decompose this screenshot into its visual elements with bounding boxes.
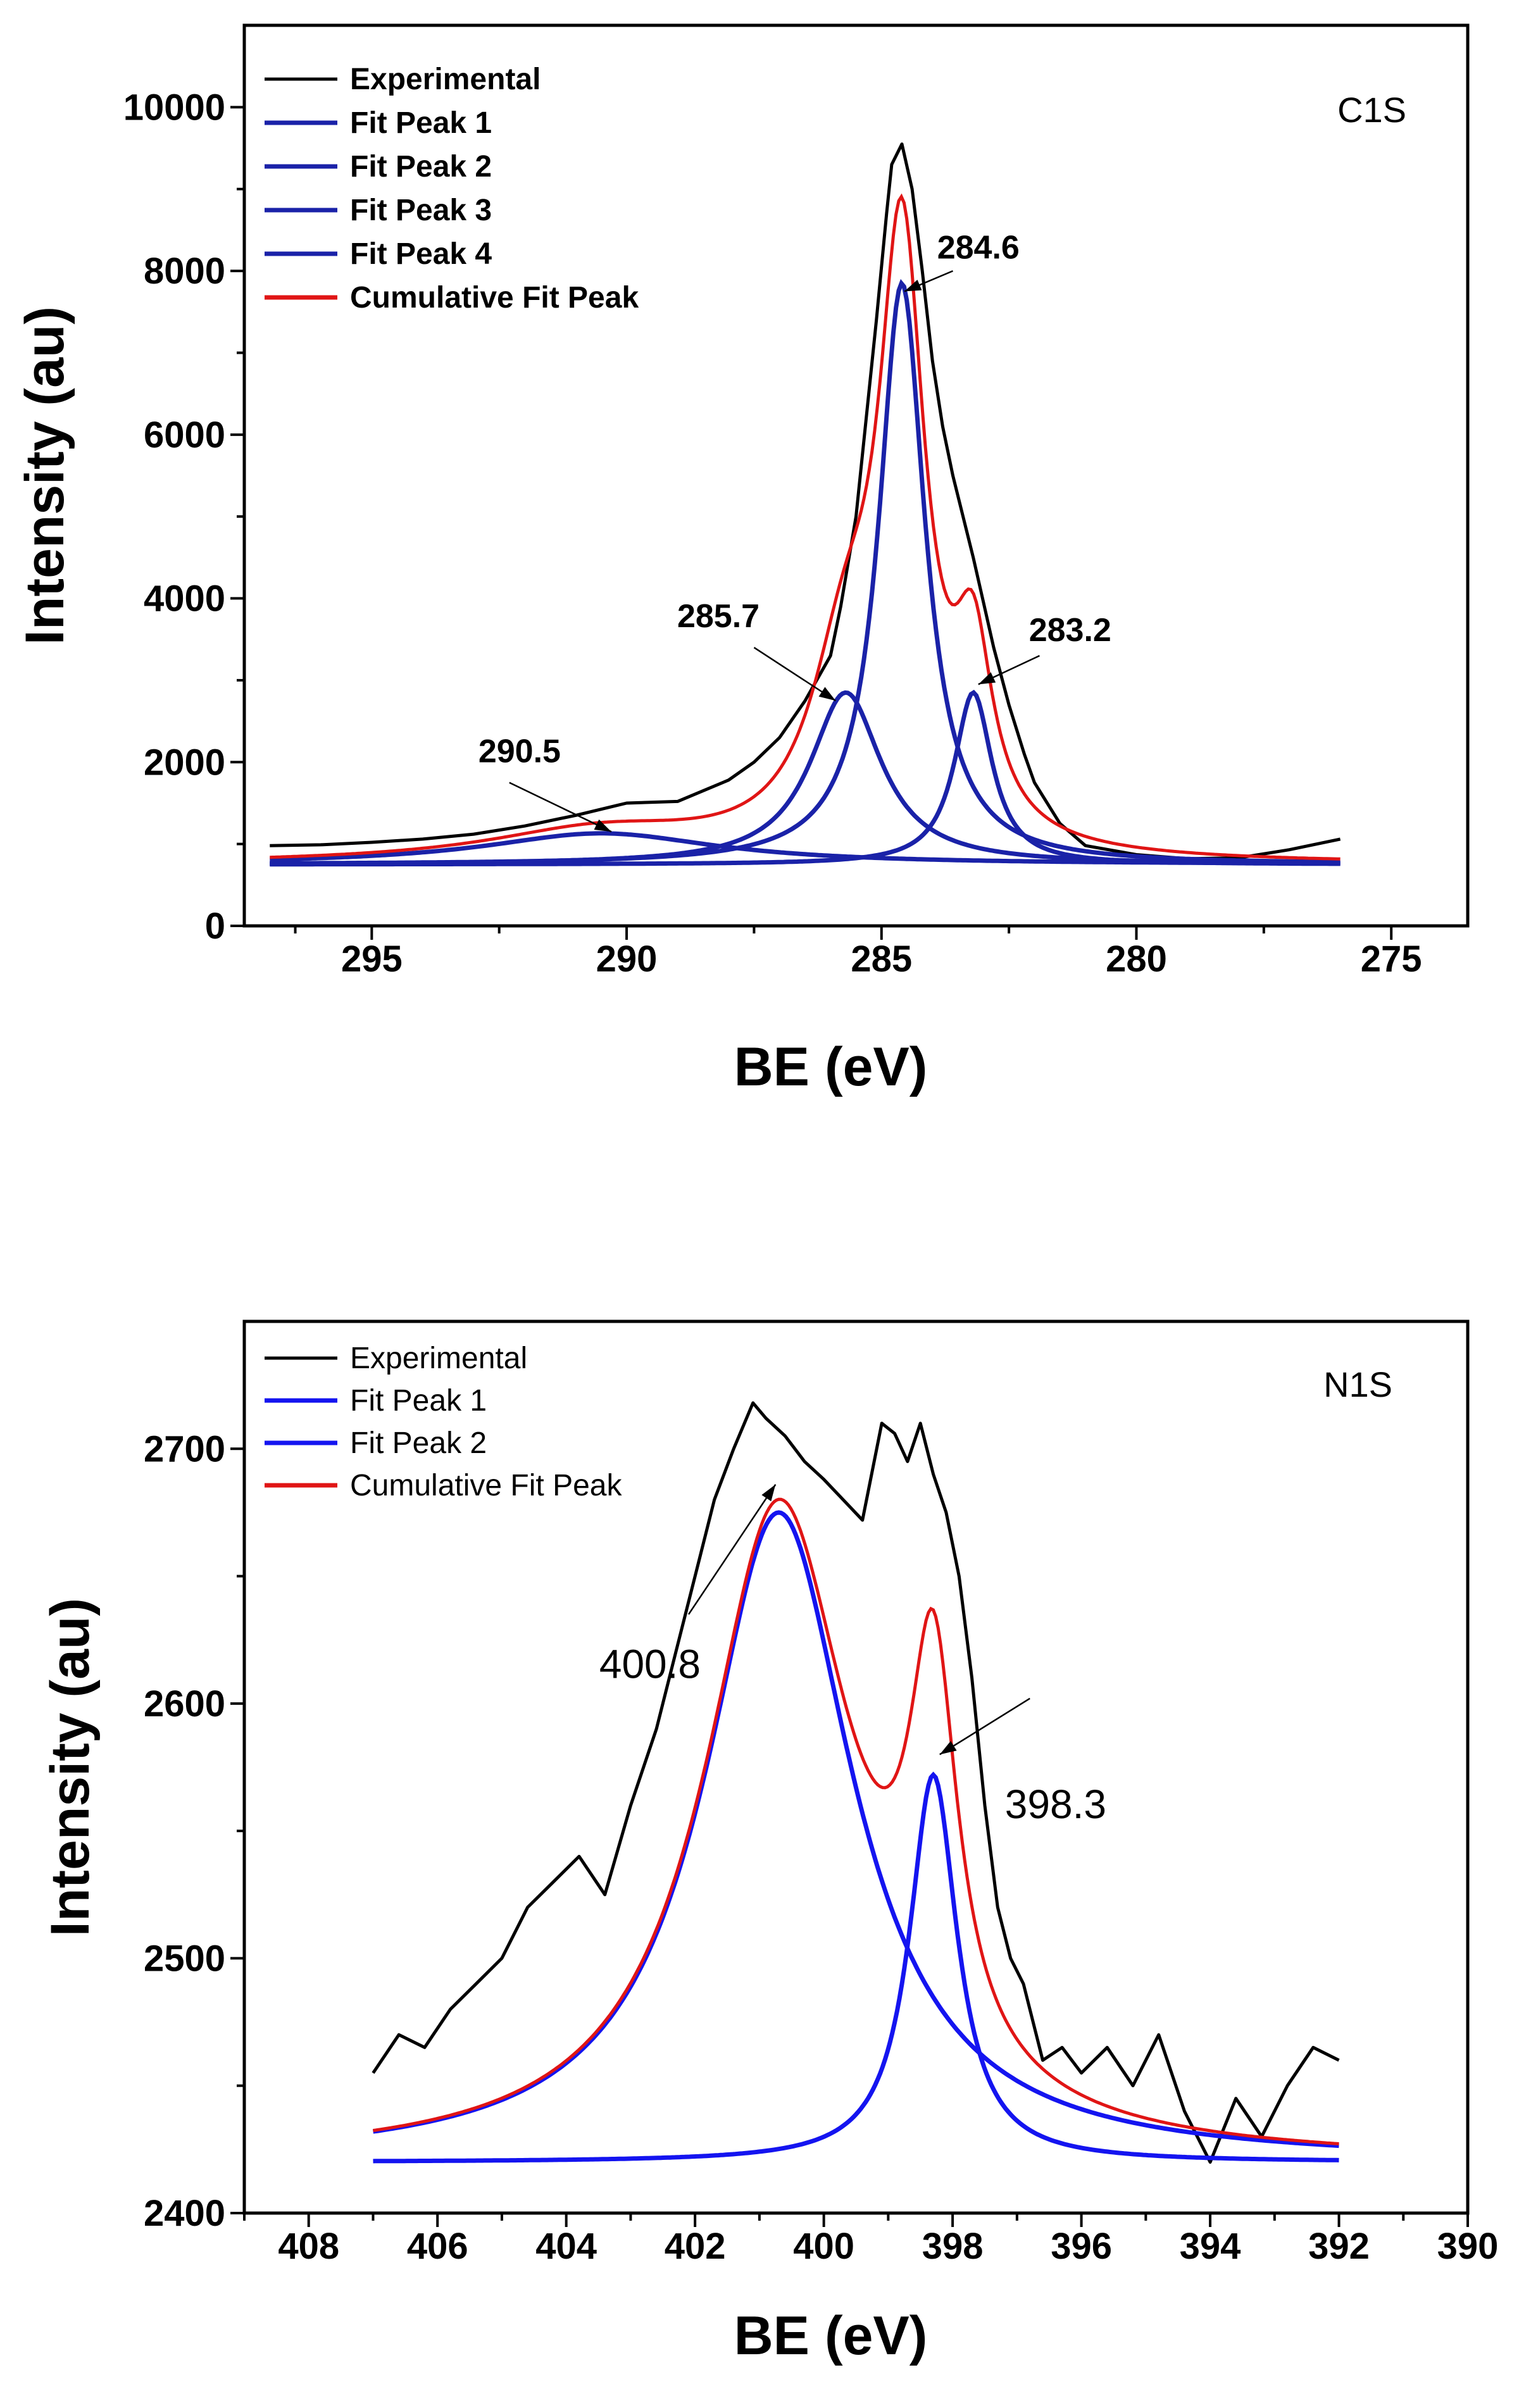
x-tick-label: 275 (1361, 939, 1422, 980)
peak-annotation-label: 284.6 (937, 230, 1020, 266)
annotation-arrow-line (509, 782, 612, 833)
y-axis-title: Intensity (au) (15, 306, 75, 645)
y-tick-label: 10000 (123, 87, 225, 128)
legend-label: Experimental (350, 1342, 527, 1375)
panel-label: N1S (1323, 1364, 1392, 1404)
x-tick-label: 400 (793, 2226, 854, 2267)
cumulative-fit-curve (373, 1497, 1339, 2145)
y-tick-label: 2000 (144, 742, 225, 783)
x-tick-label: 396 (1051, 2226, 1112, 2267)
peak-annotation-label: 285.7 (677, 598, 760, 635)
peak-annotation-label: 400.8 (599, 1642, 701, 1687)
fit-peak-4-curve (270, 689, 1341, 867)
legend-label: Fit Peak 2 (350, 1426, 487, 1460)
x-tick-label: 390 (1437, 2226, 1499, 2267)
cumulative-fit-curve (270, 193, 1341, 861)
peak-annotation-label: 398.3 (1005, 1781, 1106, 1827)
annotation-arrow-head (594, 819, 611, 832)
x-axis-title: BE (eV) (734, 1037, 928, 1097)
curves (270, 142, 1341, 867)
x-tick-label: 406 (407, 2226, 468, 2267)
y-tick-label: 2500 (144, 1938, 225, 1979)
annotation-arrow-head (761, 1484, 776, 1502)
experimental-curve (270, 142, 1341, 861)
y-tick-label: 2400 (144, 2193, 225, 2234)
y-axis-title: Intensity (au) (40, 1598, 101, 1937)
fit-peak-2-curve (373, 1771, 1339, 2164)
y-tick-label: 8000 (144, 251, 225, 292)
x-tick-label: 404 (535, 2226, 597, 2267)
fit-peak-1-curve (372, 1510, 1339, 2149)
legend-label: Fit Peak 1 (350, 106, 492, 140)
x-tick-label: 392 (1308, 2226, 1370, 2267)
y-tick-label: 2700 (144, 1428, 225, 1469)
plot-frame (242, 23, 1470, 928)
x-tick-label: 290 (596, 939, 658, 980)
legend-label: Cumulative Fit Peak (350, 1469, 622, 1502)
y-tick-label: 0 (205, 906, 225, 947)
plot-frame (242, 1319, 1470, 2215)
peak-annotation-label: 283.2 (1029, 612, 1111, 649)
legend-label: Fit Peak 4 (350, 237, 492, 271)
y-tick-label: 4000 (144, 578, 225, 620)
annotation-arrow-head (818, 687, 836, 701)
annotation-arrow-head (978, 672, 996, 685)
annotation-arrow-head (939, 1740, 957, 1755)
experimental-curve (372, 1401, 1340, 2164)
x-tick-label: 280 (1106, 939, 1167, 980)
x-tick-label: 285 (851, 939, 912, 980)
legend-label: Experimental (350, 63, 541, 96)
x-tick-label: 394 (1180, 2226, 1241, 2267)
annotation-arrow-line (939, 1697, 1030, 1756)
legend-label: Fit Peak 2 (350, 150, 492, 184)
y-tick-label: 2600 (144, 1683, 225, 1725)
panel-label: C1S (1337, 90, 1406, 130)
curves (372, 1401, 1340, 2164)
x-tick-label: 408 (278, 2226, 339, 2267)
annotation-arrow-line (687, 1483, 777, 1615)
n1s-chart: 408 406 404 402 400 398 396 394 392 390 2400 2500 26… (40, 1319, 1499, 2366)
peak-annotation-label: 290.5 (478, 733, 561, 770)
legend-label: Cumulative Fit Peak (350, 281, 639, 315)
x-tick-label: 295 (341, 939, 403, 980)
legend-label: Fit Peak 3 (350, 194, 492, 227)
legend-label: Fit Peak 1 (350, 1384, 487, 1418)
y-tick-label: 6000 (144, 415, 225, 456)
c1s-chart: 295 290 285 280 275 0 2000 4000 6000 8000 10000 BE … (15, 23, 1470, 1097)
x-tick-label: 398 (922, 2226, 984, 2267)
annotation-arrow-head (904, 280, 922, 292)
x-axis-title: BE (eV) (734, 2305, 928, 2366)
x-tick-label: 402 (665, 2226, 726, 2267)
